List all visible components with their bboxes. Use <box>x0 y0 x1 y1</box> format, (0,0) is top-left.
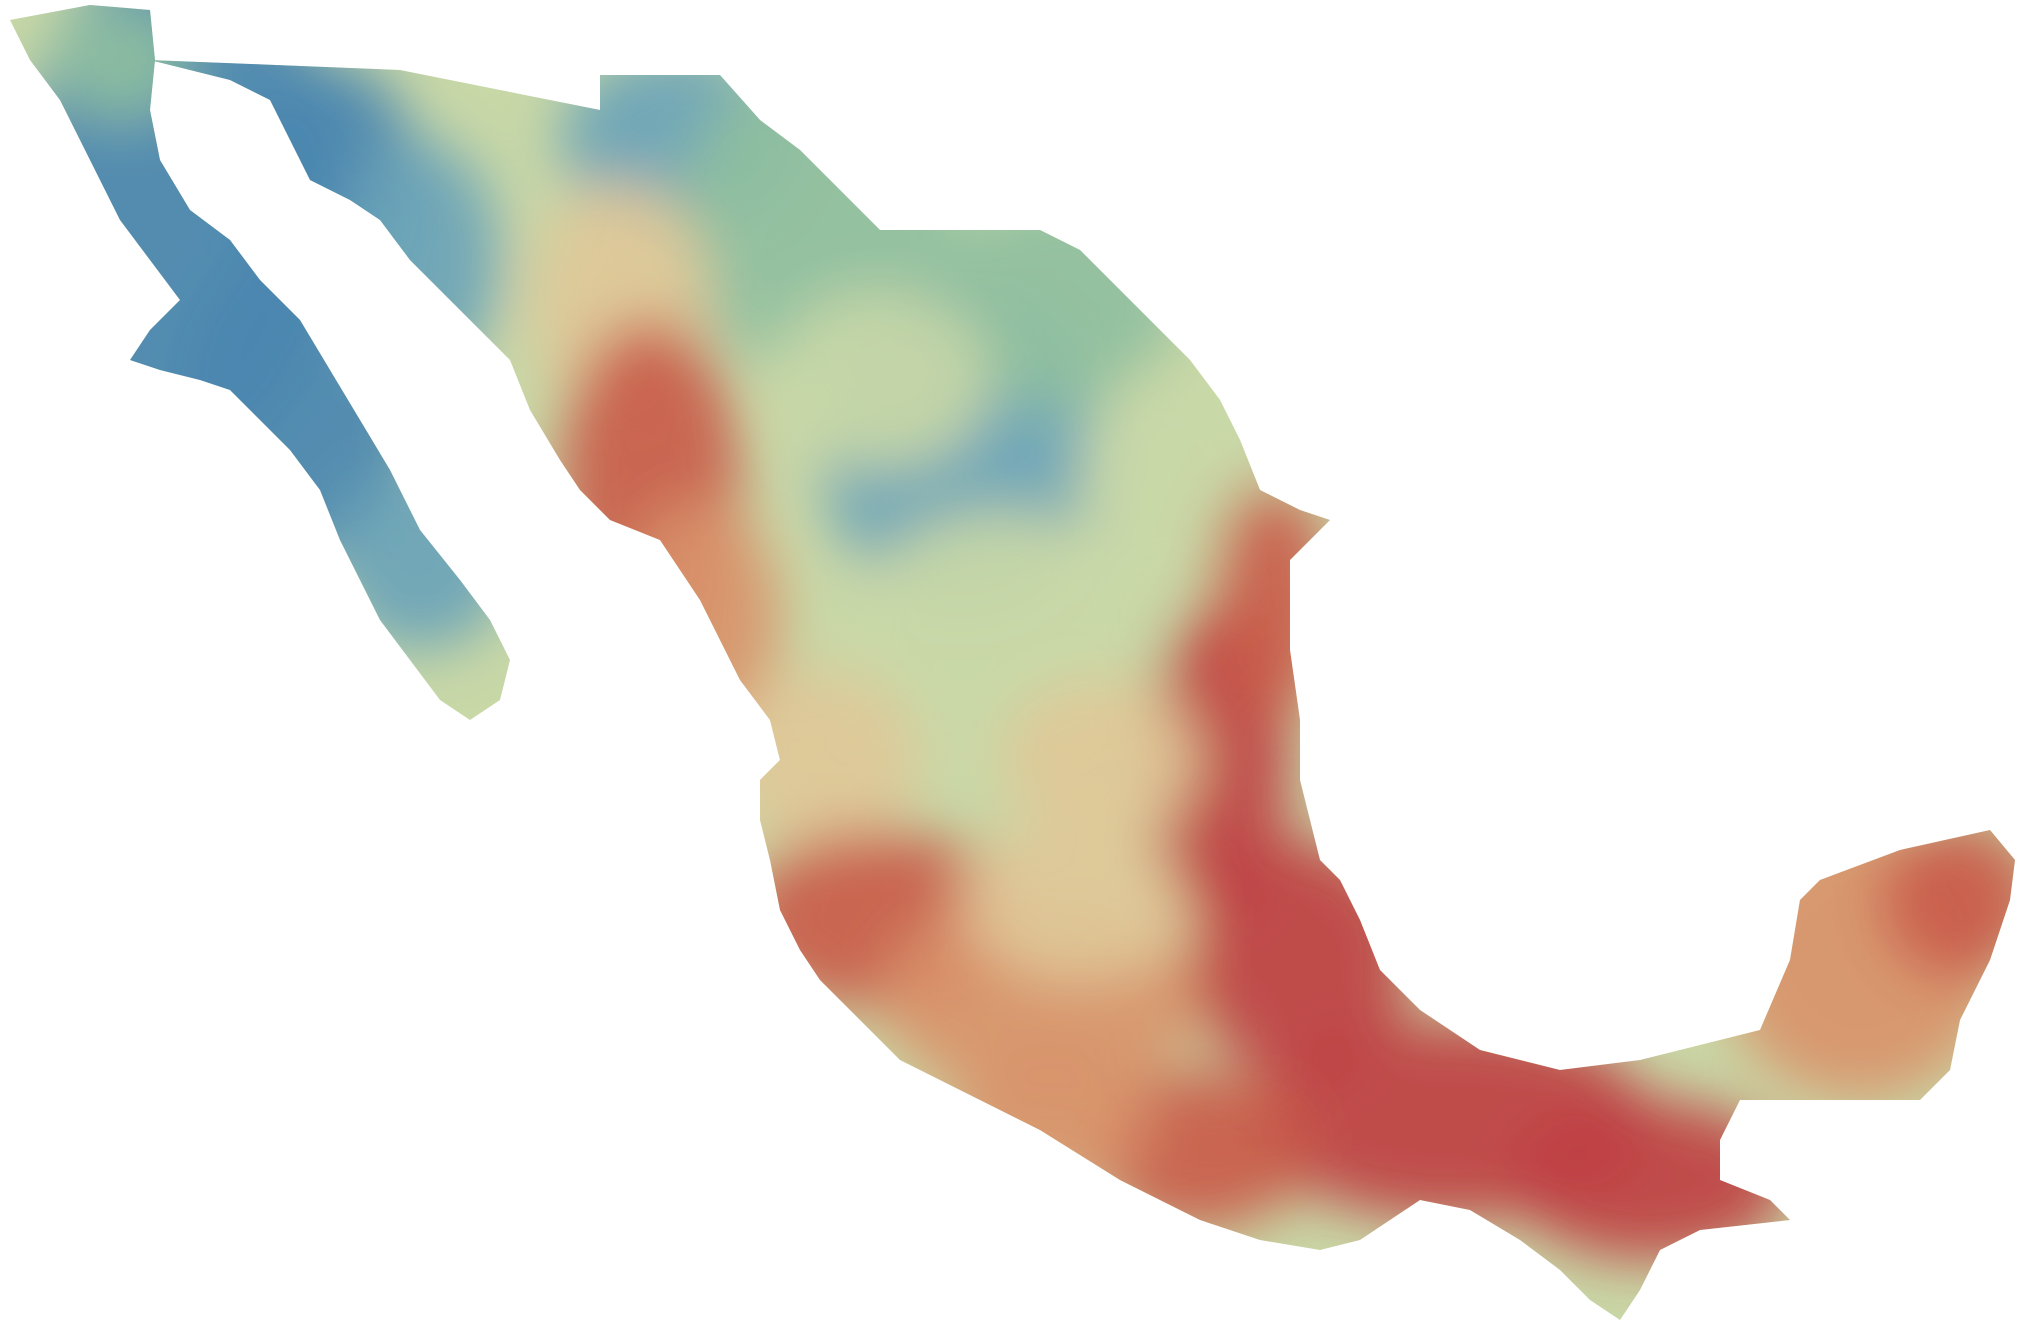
map-color-region <box>1000 680 1200 840</box>
map-color-region <box>330 470 510 650</box>
map-color-region <box>720 670 920 850</box>
map-color-region <box>960 820 1200 980</box>
map-color-region <box>950 1050 1150 1190</box>
map-color-region <box>1510 1100 1790 1260</box>
map-color-region <box>1210 480 1330 720</box>
map-color-region <box>340 140 500 380</box>
map-color-region <box>620 500 780 740</box>
map-color-region <box>770 290 990 470</box>
map-color-region <box>50 5 190 120</box>
